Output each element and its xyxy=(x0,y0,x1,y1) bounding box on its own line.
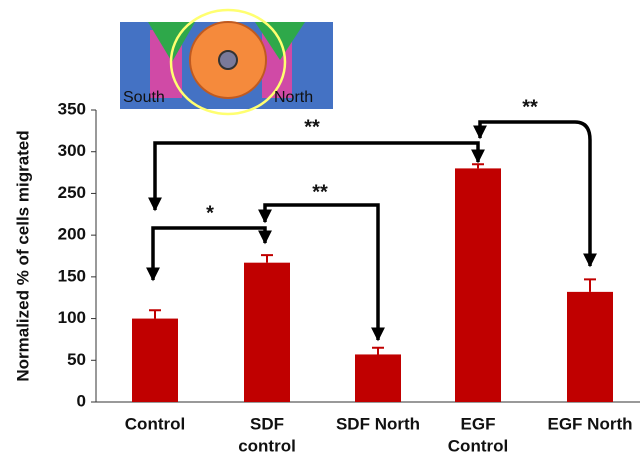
y-tick-label: 200 xyxy=(58,225,86,244)
y-tick-label: 0 xyxy=(77,391,86,410)
y-tick-label: 350 xyxy=(58,99,86,118)
x-tick-label: EGF xyxy=(461,414,496,433)
inset-label: North xyxy=(274,89,313,106)
bar xyxy=(355,354,401,402)
bar xyxy=(132,318,178,402)
x-tick-label: EGF North xyxy=(548,414,633,433)
significance-label: ** xyxy=(304,116,320,138)
significance-label: ** xyxy=(312,181,328,203)
significance-bracket xyxy=(258,203,385,342)
error-bar xyxy=(584,278,596,292)
bar xyxy=(455,168,501,402)
inset-triangle xyxy=(148,22,195,62)
x-tick-label: Control xyxy=(448,436,508,455)
significance-label: ** xyxy=(522,96,538,118)
y-tick-label: 100 xyxy=(58,308,86,327)
bar xyxy=(567,291,613,402)
x-tick-label: Control xyxy=(125,414,185,433)
y-tick-label: 150 xyxy=(58,266,86,285)
inset-diagram: South North xyxy=(120,8,333,116)
inset-center xyxy=(218,50,238,70)
y-axis-label: Normalized % of cells migrated xyxy=(13,130,32,381)
inset-outline xyxy=(169,8,287,116)
error-bar xyxy=(372,346,384,355)
y-tick-label: 50 xyxy=(67,350,86,369)
x-tick-label: SDF North xyxy=(336,414,420,433)
significance-bracket xyxy=(473,120,597,268)
inset-label: South xyxy=(123,89,165,106)
significance-label: * xyxy=(206,202,214,224)
y-tick-label: 300 xyxy=(58,141,86,160)
bar xyxy=(244,262,290,402)
error-bar xyxy=(149,309,161,319)
y-tick-label: 250 xyxy=(58,183,86,202)
x-tick-label: control xyxy=(238,436,296,455)
error-bar xyxy=(472,163,484,169)
error-bar xyxy=(261,254,273,263)
x-tick-label: SDF xyxy=(250,414,284,433)
